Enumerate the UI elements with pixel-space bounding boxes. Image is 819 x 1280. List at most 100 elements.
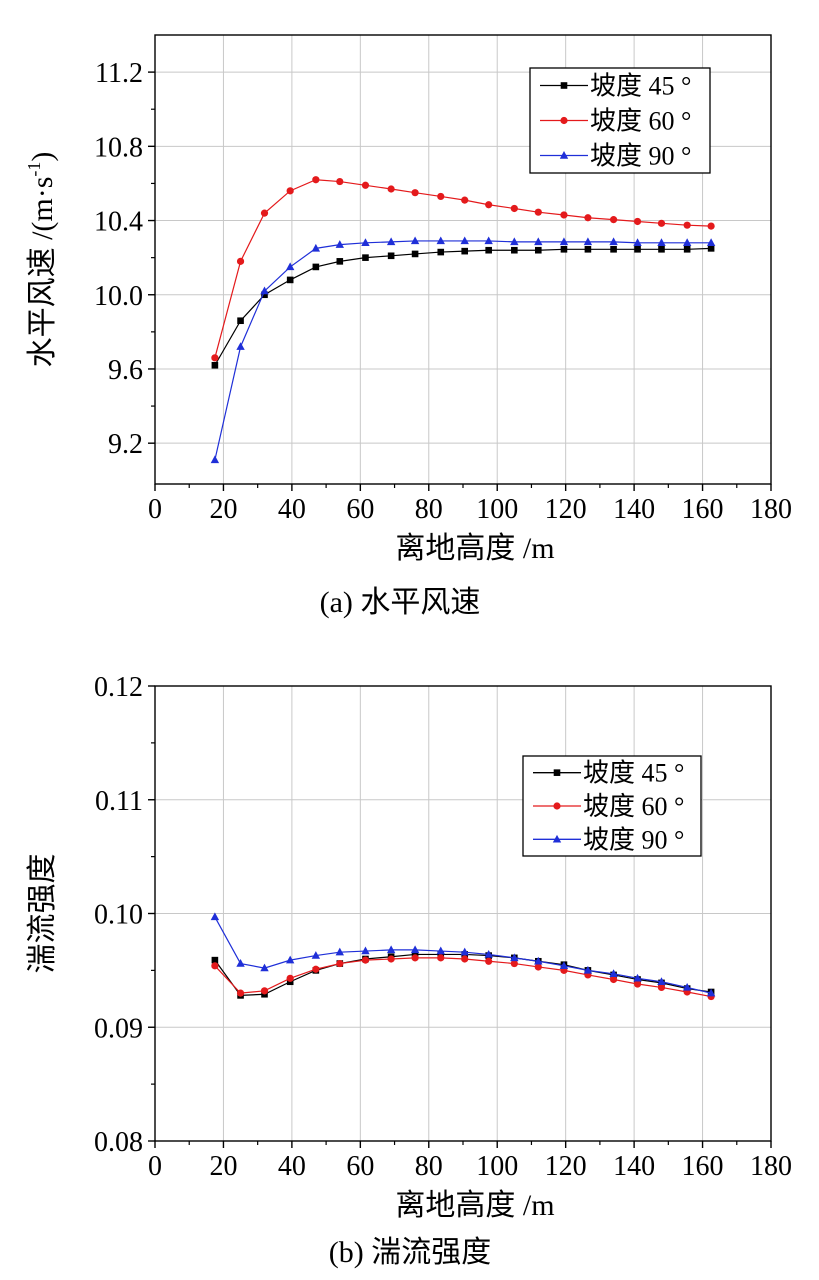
data-point (311, 243, 321, 252)
data-point (706, 988, 716, 997)
data-point (260, 987, 269, 995)
x-tick-label: 140 (613, 1151, 655, 1182)
x-tick-label: 100 (476, 1151, 518, 1182)
data-point (461, 955, 469, 963)
data-point (236, 989, 245, 997)
data-point (336, 959, 344, 968)
data-point (210, 455, 220, 464)
y-tick-label: 9.2 (108, 429, 143, 460)
data-point (312, 176, 320, 184)
data-point (461, 247, 469, 255)
data-point (633, 980, 642, 988)
series-line (214, 240, 712, 461)
data-point (559, 961, 569, 970)
x-tick-label: 40 (278, 1151, 306, 1182)
figure-caption: (b) 湍流强度 (329, 1236, 491, 1269)
data-point (534, 956, 543, 965)
data-point (484, 949, 493, 958)
y-axis-title: 湍流强度 (26, 854, 59, 974)
x-tick-label: 100 (476, 494, 518, 525)
data-point (484, 236, 493, 245)
x-tick-label: 180 (750, 494, 792, 525)
data-point (211, 354, 219, 362)
legend-marker (560, 116, 568, 125)
x-tick-label: 180 (750, 1151, 792, 1182)
data-point (361, 181, 370, 189)
chart-1: 0 20 40 60 80 100 120 140 160 180 9.2 9.6 10.0 10.4 10… (24, 34, 792, 619)
data-point (511, 246, 518, 254)
data-point (510, 237, 519, 246)
x-tick-label: 20 (209, 1151, 237, 1182)
data-point (534, 246, 542, 254)
legend-label: 坡度 90 ° (590, 142, 691, 171)
x-tick-label: 80 (415, 1151, 443, 1182)
data-point (609, 975, 618, 984)
legend-marker (553, 769, 561, 776)
legend: 坡度 45 ° 坡度 60 ° 坡度 90 ° (529, 67, 711, 174)
x-tick-label: 60 (346, 1151, 374, 1182)
data-point (657, 238, 666, 247)
data-point (657, 219, 666, 227)
data-point (461, 196, 469, 204)
data-point (336, 177, 344, 186)
y-tick-label: 0.08 (94, 1127, 143, 1158)
data-point (633, 973, 642, 982)
y-axis-title-end: ) (26, 152, 59, 162)
data-point (683, 221, 691, 229)
data-point (312, 263, 320, 271)
data-point (410, 236, 420, 245)
series-2 (211, 176, 715, 362)
data-point (336, 258, 344, 265)
data-point (311, 951, 321, 959)
data-point (361, 956, 370, 964)
data-point (657, 977, 666, 985)
data-point (436, 946, 445, 955)
data-point (609, 237, 618, 246)
data-point (658, 245, 665, 253)
data-point (460, 236, 469, 245)
data-point (411, 954, 419, 962)
data-point (510, 959, 518, 968)
data-point (236, 257, 245, 265)
data-point (682, 982, 692, 991)
y-tick-label: 11.2 (95, 58, 143, 89)
legend-marker (552, 834, 562, 843)
data-point (460, 947, 469, 956)
data-point (683, 245, 691, 253)
x-tick-label: 120 (545, 494, 587, 525)
legend-label: 坡度 45 ° (583, 759, 684, 788)
data-point (560, 245, 568, 253)
data-point (260, 963, 269, 972)
data-point (706, 238, 716, 247)
data-point (633, 217, 642, 226)
legend-label: 坡度 90 ° (583, 825, 684, 854)
data-point (286, 974, 294, 982)
data-point (633, 238, 642, 247)
data-point (560, 211, 568, 219)
data-point (559, 237, 569, 246)
data-point (485, 246, 492, 254)
y-axis-title: 水平风速 /(m·s-1) (24, 152, 59, 368)
x-tick-label: 0 (148, 494, 162, 525)
series-3 (210, 912, 716, 997)
data-point (387, 252, 395, 260)
x-tick-label: 160 (682, 1151, 724, 1182)
data-point (211, 956, 219, 964)
chart-2: 0 20 40 60 80 100 120 140 160 180 0.08 0.09 0.10 0.11… (26, 672, 792, 1269)
series-1 (211, 245, 715, 369)
legend-label: 坡度 60 ° (590, 107, 691, 136)
x-tick-label: 120 (545, 1151, 587, 1182)
y-tick-label: 0.10 (94, 900, 143, 931)
data-point (387, 955, 395, 963)
y-tick-label: 0.09 (94, 1013, 143, 1044)
data-point (211, 361, 219, 369)
legend-label: 坡度 45 ° (590, 72, 691, 101)
y-tick-label: 9.6 (108, 355, 143, 386)
data-point (634, 245, 641, 253)
data-point (286, 187, 294, 195)
data-point (584, 214, 592, 222)
data-point (485, 201, 493, 209)
y-tick-label: 0.12 (94, 672, 143, 703)
data-point (261, 291, 268, 299)
